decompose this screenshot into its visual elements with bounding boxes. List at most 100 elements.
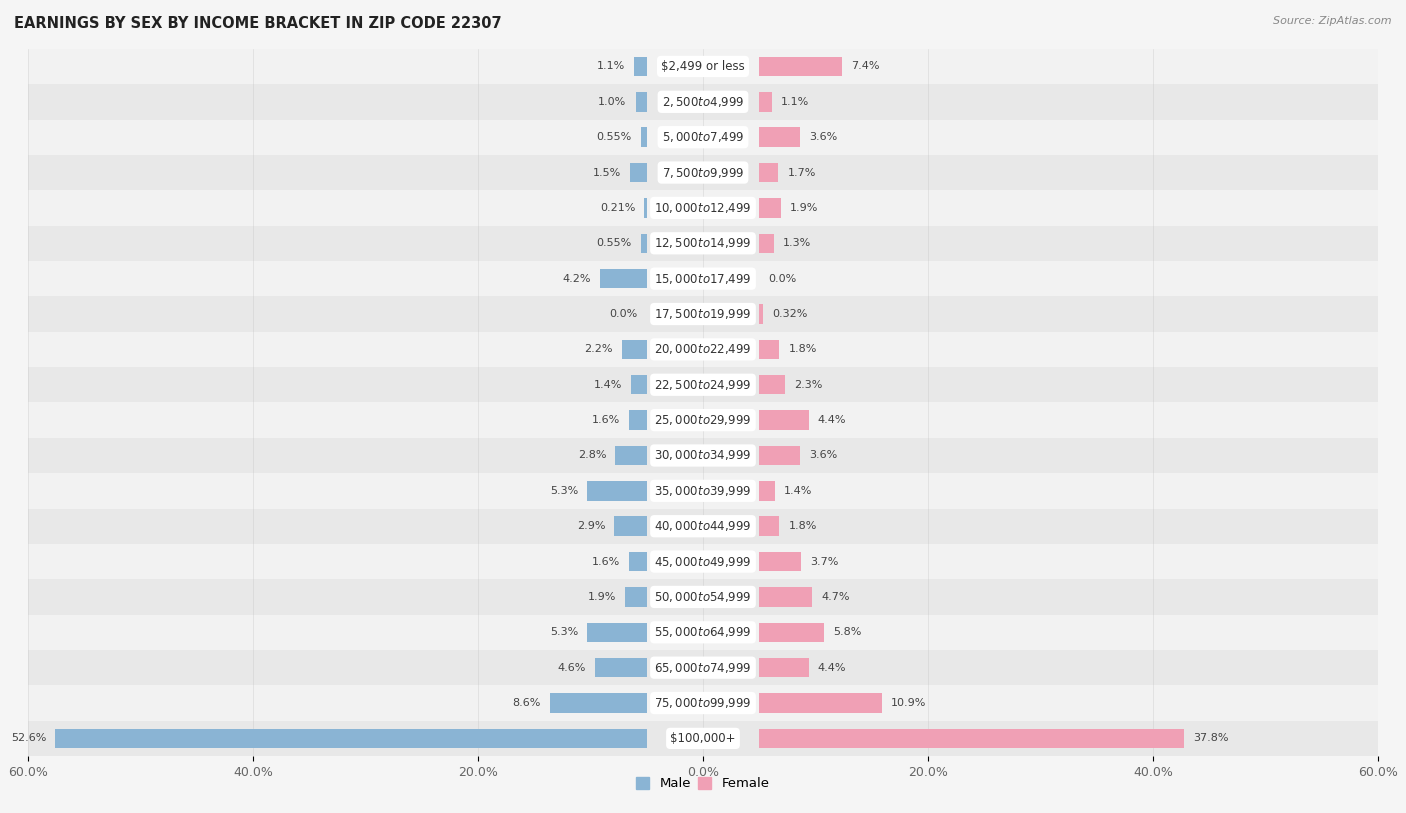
Bar [759, 446, 800, 465]
Bar [759, 728, 1184, 748]
Text: EARNINGS BY SEX BY INCOME BRACKET IN ZIP CODE 22307: EARNINGS BY SEX BY INCOME BRACKET IN ZIP… [14, 16, 502, 31]
Text: $2,499 or less: $2,499 or less [661, 60, 745, 73]
Bar [28, 544, 1378, 579]
Bar [641, 233, 647, 253]
Text: 1.1%: 1.1% [780, 97, 808, 107]
Bar [759, 411, 808, 430]
Text: $22,500 to $24,999: $22,500 to $24,999 [654, 378, 752, 392]
Bar [759, 233, 773, 253]
Bar [28, 615, 1378, 650]
Bar [616, 446, 647, 465]
Bar [588, 623, 647, 642]
Bar [28, 509, 1378, 544]
Bar [628, 552, 647, 572]
Text: 0.55%: 0.55% [596, 238, 631, 248]
Text: Source: ZipAtlas.com: Source: ZipAtlas.com [1274, 16, 1392, 26]
Text: 0.0%: 0.0% [768, 274, 796, 284]
Text: $20,000 to $22,499: $20,000 to $22,499 [654, 342, 752, 356]
Text: $17,500 to $19,999: $17,500 to $19,999 [654, 307, 752, 321]
Text: 52.6%: 52.6% [11, 733, 46, 743]
Bar [759, 552, 801, 572]
Legend: Male, Female: Male, Female [631, 772, 775, 795]
Bar [28, 120, 1378, 155]
Text: $35,000 to $39,999: $35,000 to $39,999 [654, 484, 752, 498]
Text: $45,000 to $49,999: $45,000 to $49,999 [654, 554, 752, 568]
Text: 1.0%: 1.0% [599, 97, 627, 107]
Bar [759, 340, 779, 359]
Text: 8.6%: 8.6% [513, 698, 541, 708]
Text: 10.9%: 10.9% [891, 698, 927, 708]
Text: 1.3%: 1.3% [783, 238, 811, 248]
Bar [759, 587, 813, 606]
Bar [599, 269, 647, 289]
Bar [634, 57, 647, 76]
Text: 1.9%: 1.9% [588, 592, 616, 602]
Text: 0.0%: 0.0% [610, 309, 638, 319]
Bar [28, 261, 1378, 297]
Text: 4.6%: 4.6% [558, 663, 586, 672]
Bar [28, 720, 1378, 756]
Text: $65,000 to $74,999: $65,000 to $74,999 [654, 661, 752, 675]
Bar [28, 437, 1378, 473]
Bar [28, 85, 1378, 120]
Bar [759, 57, 842, 76]
Bar [759, 693, 882, 713]
Text: $25,000 to $29,999: $25,000 to $29,999 [654, 413, 752, 427]
Text: 1.6%: 1.6% [592, 557, 620, 567]
Text: $100,000+: $100,000+ [671, 732, 735, 745]
Text: 3.7%: 3.7% [810, 557, 838, 567]
Bar [28, 579, 1378, 615]
Text: $50,000 to $54,999: $50,000 to $54,999 [654, 590, 752, 604]
Bar [644, 198, 647, 218]
Bar [28, 297, 1378, 332]
Bar [759, 128, 800, 147]
Text: 0.32%: 0.32% [772, 309, 807, 319]
Bar [759, 304, 763, 324]
Bar [614, 516, 647, 536]
Bar [550, 693, 647, 713]
Text: 5.3%: 5.3% [550, 628, 578, 637]
Text: 3.6%: 3.6% [808, 450, 837, 460]
Bar [28, 650, 1378, 685]
Bar [626, 587, 647, 606]
Bar [628, 411, 647, 430]
Text: 2.2%: 2.2% [585, 345, 613, 354]
Text: 5.3%: 5.3% [550, 486, 578, 496]
Bar [28, 49, 1378, 85]
Text: $2,500 to $4,999: $2,500 to $4,999 [662, 95, 744, 109]
Text: 1.6%: 1.6% [592, 415, 620, 425]
Text: $10,000 to $12,499: $10,000 to $12,499 [654, 201, 752, 215]
Bar [759, 163, 779, 182]
Text: 0.55%: 0.55% [596, 133, 631, 142]
Bar [28, 190, 1378, 226]
Text: $55,000 to $64,999: $55,000 to $64,999 [654, 625, 752, 639]
Bar [630, 163, 647, 182]
Text: 4.4%: 4.4% [818, 415, 846, 425]
Bar [28, 155, 1378, 190]
Text: 1.4%: 1.4% [593, 380, 621, 389]
Text: 7.4%: 7.4% [852, 62, 880, 72]
Bar [621, 340, 647, 359]
Bar [759, 623, 824, 642]
Bar [595, 658, 647, 677]
Text: 1.7%: 1.7% [787, 167, 815, 177]
Text: 2.8%: 2.8% [578, 450, 606, 460]
Text: 1.4%: 1.4% [785, 486, 813, 496]
Text: $7,500 to $9,999: $7,500 to $9,999 [662, 166, 744, 180]
Text: $12,500 to $14,999: $12,500 to $14,999 [654, 237, 752, 250]
Text: 4.2%: 4.2% [562, 274, 591, 284]
Bar [28, 685, 1378, 720]
Text: 2.9%: 2.9% [576, 521, 605, 531]
Text: 0.21%: 0.21% [600, 203, 636, 213]
Bar [588, 481, 647, 501]
Bar [759, 481, 775, 501]
Text: $5,000 to $7,499: $5,000 to $7,499 [662, 130, 744, 144]
Text: 3.6%: 3.6% [808, 133, 837, 142]
Bar [759, 375, 785, 394]
Bar [759, 198, 780, 218]
Text: $40,000 to $44,999: $40,000 to $44,999 [654, 520, 752, 533]
Bar [759, 658, 808, 677]
Bar [636, 92, 647, 111]
Text: 2.3%: 2.3% [794, 380, 823, 389]
Bar [28, 402, 1378, 437]
